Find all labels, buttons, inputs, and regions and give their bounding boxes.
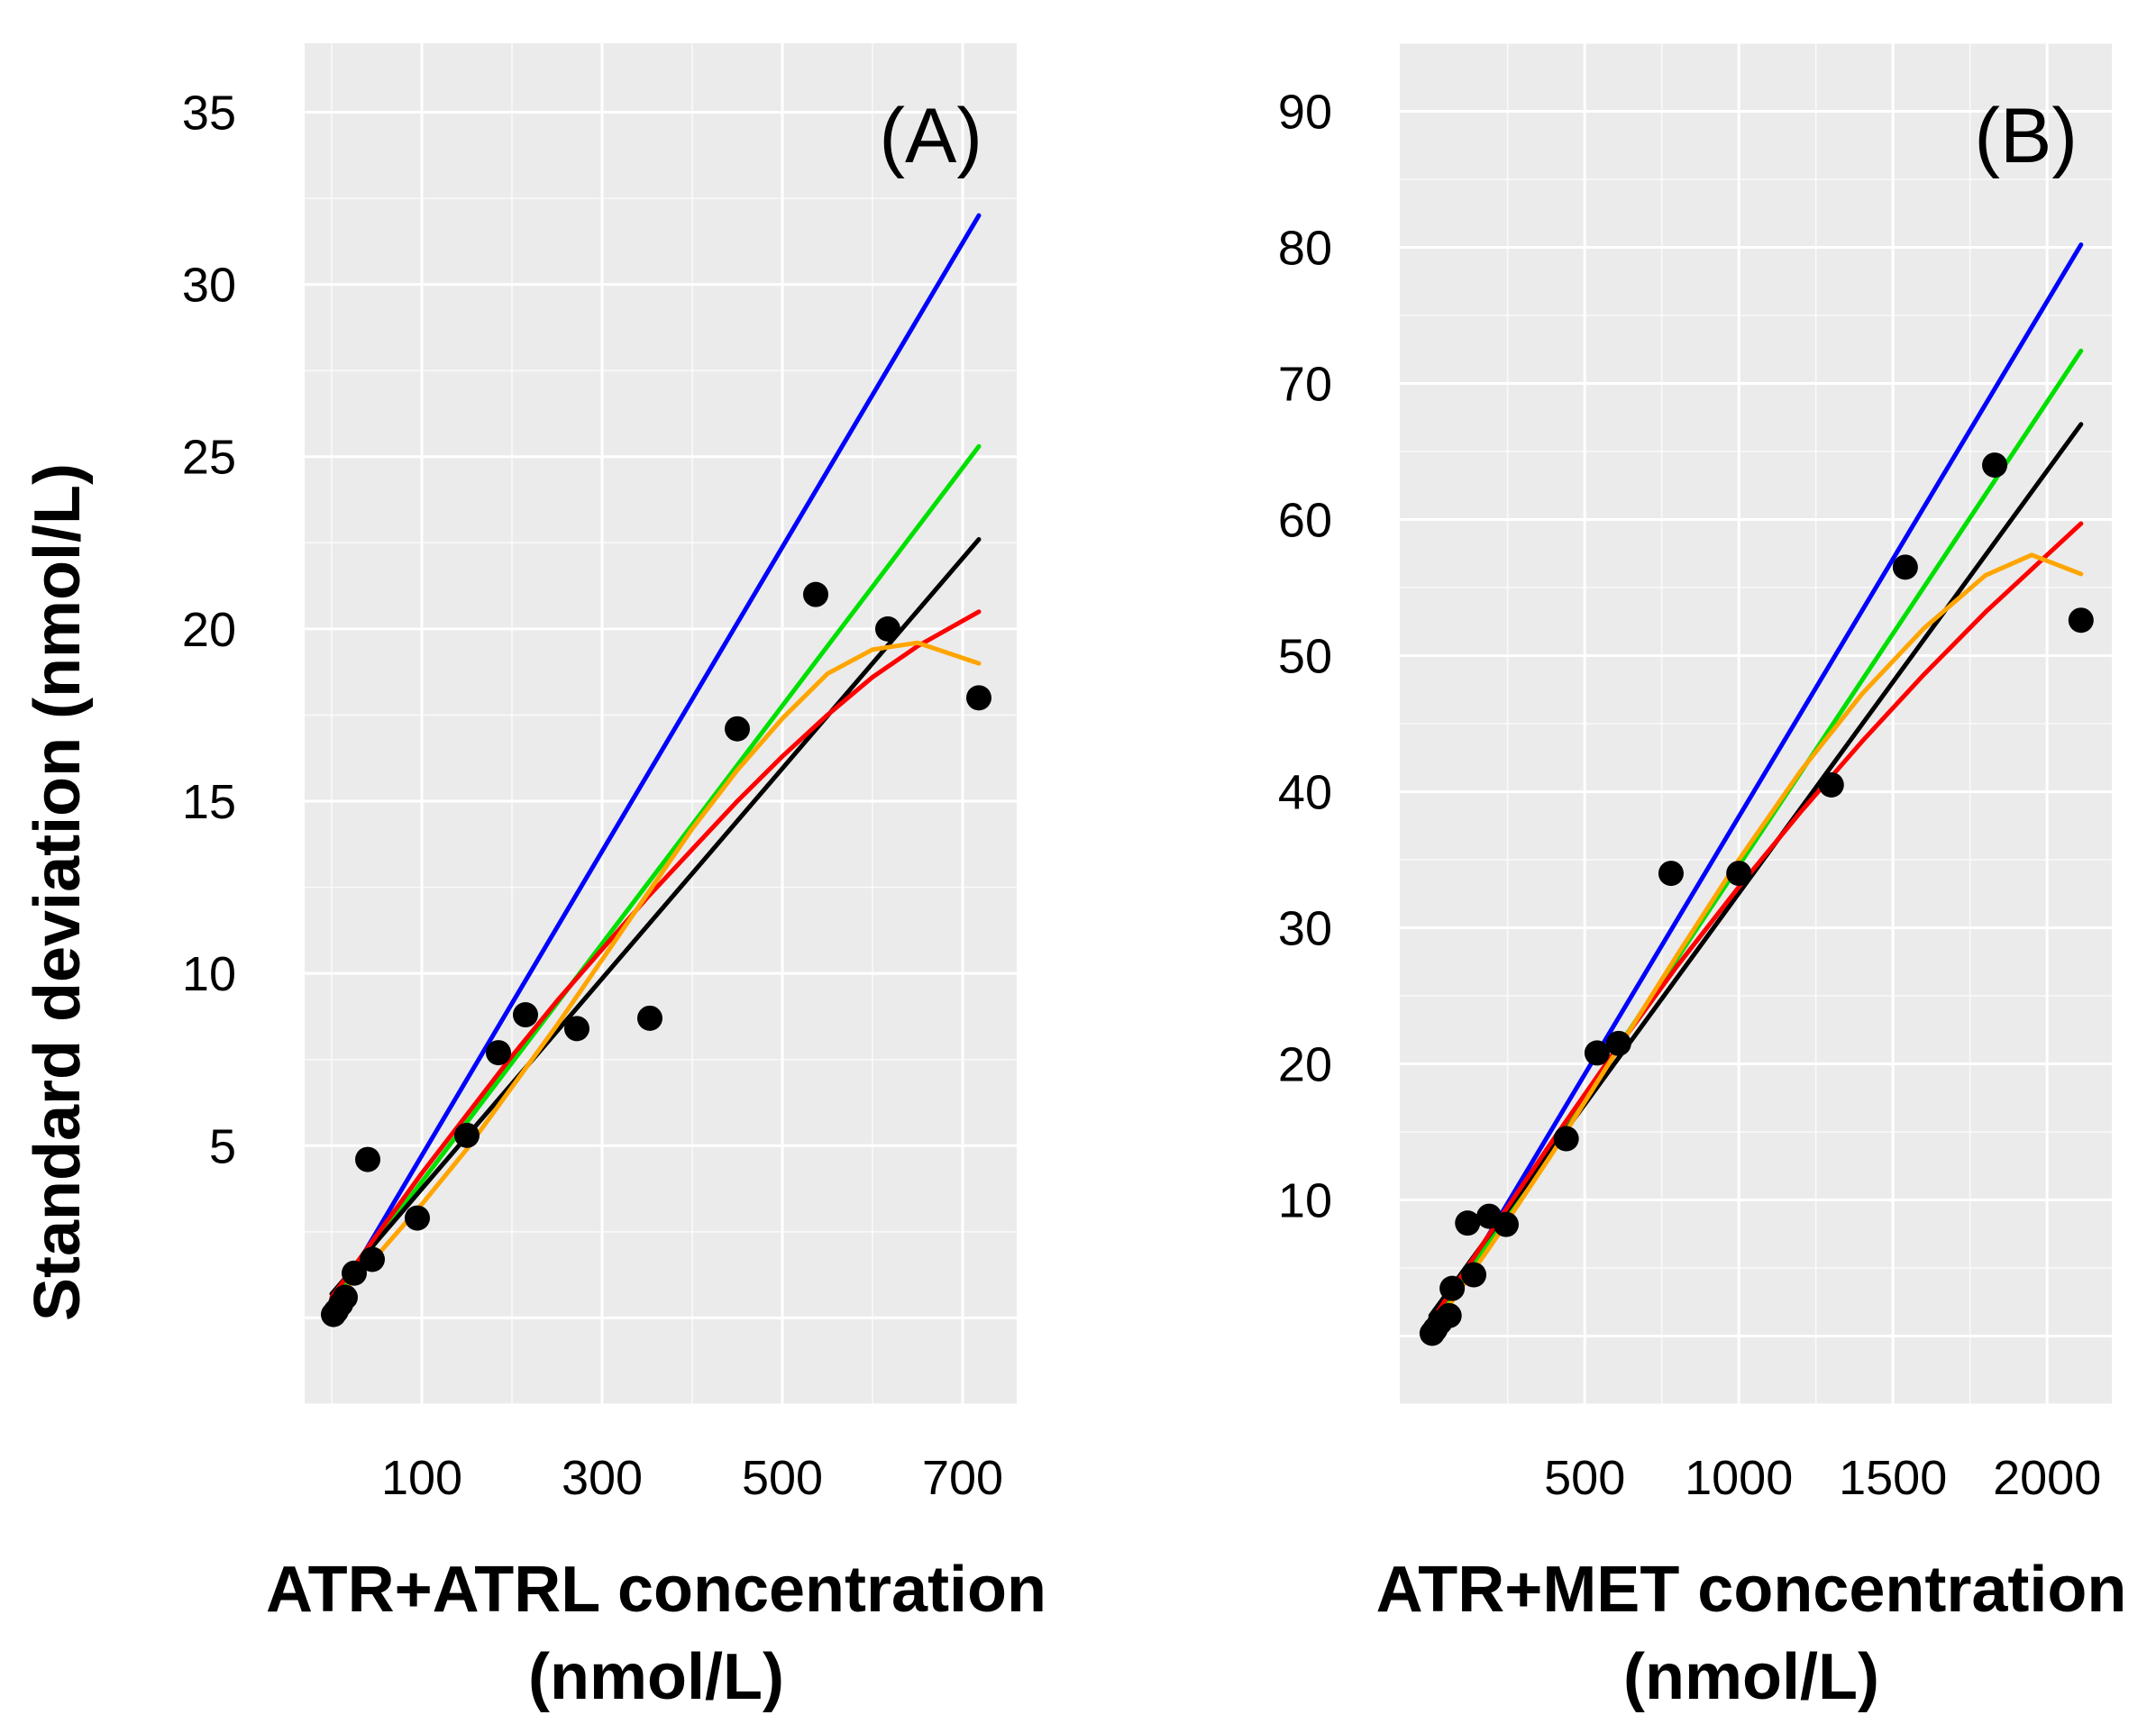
a-y-tick-label: 15 [182, 775, 236, 829]
a-y-tick-label: 35 [182, 86, 236, 140]
a-fit-line-orange [329, 640, 982, 1307]
a-data-point [637, 1005, 662, 1031]
b-data-point [1455, 1210, 1481, 1236]
b-data-point [1818, 771, 1844, 798]
a-y-tick-label: 25 [182, 431, 236, 485]
b-data-point [1605, 1030, 1631, 1056]
b-x-tick-label: 1500 [1839, 1451, 1947, 1505]
a-x-axis-title-line1: ATR+ATRL concentration [266, 1554, 1046, 1626]
b-data-point [1892, 554, 1918, 580]
b-data-point [1982, 452, 2008, 479]
b-y-tick-label: 10 [1278, 1174, 1332, 1228]
a-data-point [355, 1146, 380, 1172]
b-data-point [2068, 607, 2094, 634]
b-x-axis-title-line2: (nmol/L) [1623, 1641, 1879, 1713]
b-data-point [1436, 1302, 1462, 1328]
b-y-tick-label: 20 [1278, 1038, 1332, 1092]
a-data-point [360, 1246, 385, 1272]
b-panel-label: (B) [1974, 93, 2078, 179]
a-data-point [342, 1260, 367, 1286]
a-fit-line-blue [329, 213, 982, 1310]
panel-b: 10 20 30 40 50 60 70 80 90 500 1000 1500 2000 ATR+MET… [1278, 42, 2127, 1713]
a-data-point [454, 1122, 480, 1148]
b-x-tick-label: 2000 [1993, 1451, 2101, 1505]
b-data-point [1493, 1211, 1519, 1237]
a-data-point [875, 616, 900, 642]
b-data-point [1553, 1126, 1579, 1152]
b-x-tick-label: 1000 [1685, 1451, 1793, 1505]
a-x-tick-label: 500 [742, 1451, 823, 1505]
a-data-point [803, 581, 828, 607]
b-y-tick-label: 80 [1278, 222, 1332, 276]
a-data-point [966, 685, 991, 711]
a-data-point [405, 1205, 430, 1231]
b-data-point [1658, 861, 1684, 887]
a-y-tick-label: 20 [182, 603, 236, 657]
b-y-tick-label: 70 [1278, 358, 1332, 412]
b-data-point [1584, 1040, 1610, 1066]
a-data-point [513, 1002, 538, 1028]
b-fit-line-black [1428, 422, 2084, 1318]
a-fit-line-green [329, 443, 982, 1303]
a-data-point [564, 1016, 589, 1042]
b-y-tick-label: 50 [1278, 630, 1332, 684]
b-y-tick-label: 60 [1278, 494, 1332, 548]
b-x-axis-title-line1: ATR+MET concentration [1376, 1554, 2127, 1626]
y-axis-title: Standard deviation (nmol/L) [22, 463, 94, 1321]
a-x-tick-label: 700 [922, 1451, 1003, 1505]
b-y-tick-label: 90 [1278, 86, 1332, 140]
a-data-point [486, 1040, 511, 1066]
a-x-tick-label: 300 [562, 1451, 643, 1505]
a-y-tick-label: 10 [182, 947, 236, 1001]
a-x-tick-label: 100 [381, 1451, 462, 1505]
a-data-point [333, 1284, 358, 1310]
b-data-point [1461, 1262, 1487, 1288]
b-fit-line-orange [1428, 552, 2084, 1335]
b-y-tick-label: 30 [1278, 902, 1332, 956]
a-data-point [725, 716, 750, 742]
a-x-axis-title-line2: (nmol/L) [528, 1641, 784, 1713]
b-fit-line-red [1428, 521, 2084, 1325]
b-x-tick-label: 500 [1544, 1451, 1625, 1505]
b-fit-line-blue [1428, 242, 2084, 1335]
b-data-point [1439, 1275, 1466, 1301]
b-data-point [1726, 861, 1752, 887]
a-panel-label: (A) [879, 93, 982, 179]
a-y-tick-label: 5 [209, 1119, 236, 1173]
a-y-tick-label: 30 [182, 259, 236, 313]
panel-a: 5 10 15 20 25 30 35 100 300 500 700 ATR+ATRL concen… [182, 43, 1046, 1713]
a-fit-line-black [329, 537, 982, 1297]
b-y-tick-label: 40 [1278, 766, 1332, 820]
